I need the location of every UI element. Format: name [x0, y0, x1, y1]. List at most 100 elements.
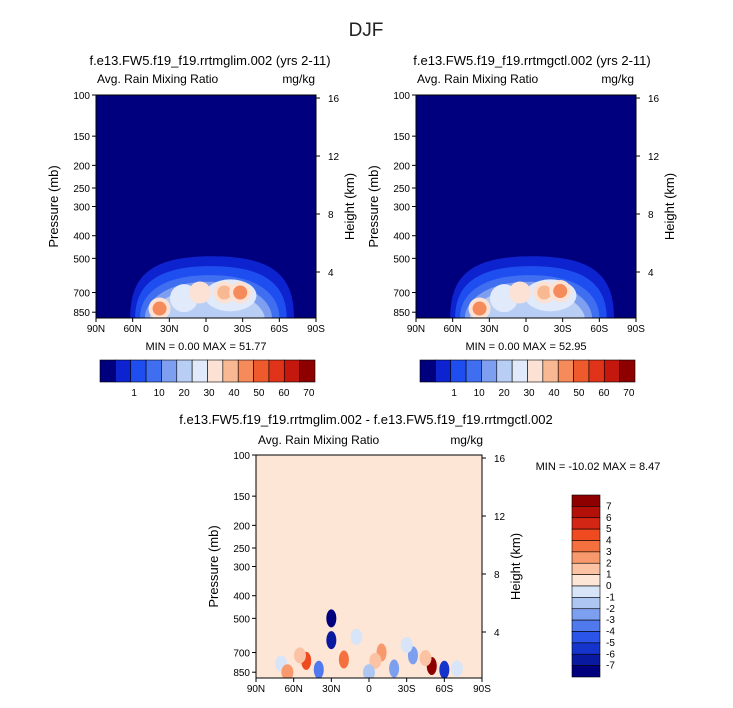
case-title: f.e13.FW5.f19_f19.rrtmglim.002 (yrs 2-11… [89, 53, 330, 68]
colorbar-cell [511, 359, 528, 383]
x-tick-label: 30S [398, 684, 416, 695]
colorbar-cell [571, 653, 601, 666]
y-tick-label: 200 [233, 521, 250, 532]
chart-title: Avg. Rain Mixing Ratio [417, 72, 538, 86]
y-tick-label: 200 [393, 161, 410, 172]
y2-axis-label: Height (km) [662, 173, 677, 240]
colorbar-cell [253, 359, 270, 383]
x-tick-label: 90S [627, 324, 645, 335]
min-max-stats: MIN = -10.02 MAX = 8.47 [536, 461, 661, 473]
case-title: f.e13.FW5.f19_f19.rrtmglim.002 - f.e13.F… [179, 412, 553, 427]
colorbar-cell [283, 359, 300, 383]
y-tick-label: 700 [233, 648, 250, 659]
min-max-stats: MIN = 0.00 MAX = 52.95 [465, 341, 586, 353]
colorbar-label: 20 [499, 388, 511, 399]
y2-tick-label: 12 [648, 152, 660, 163]
colorbar-cell [496, 359, 513, 383]
colorbar-label: 10 [474, 388, 486, 399]
y-tick-label: 400 [233, 592, 250, 603]
x-tick-label: 60N [284, 684, 302, 695]
y2-tick-label: 16 [648, 94, 660, 105]
y-tick-label: 250 [233, 544, 250, 555]
y-tick-label: 300 [233, 563, 250, 574]
value-blob [419, 650, 432, 667]
field [416, 95, 636, 318]
colorbar-cell [115, 359, 132, 383]
colorbar-label: 70 [623, 388, 635, 399]
colorbar-cell [161, 359, 178, 383]
y-tick-label: 850 [233, 668, 250, 679]
y-tick-label: 500 [393, 254, 410, 265]
colorbar-cell [268, 359, 285, 383]
value-blob [472, 301, 487, 316]
y-tick-label: 700 [393, 288, 410, 299]
x-tick-label: 30N [160, 324, 178, 335]
y-tick-label: 850 [73, 308, 90, 319]
colorbar-cell [571, 585, 601, 598]
field-background [256, 455, 482, 678]
colorbar-cell [99, 359, 116, 383]
value-blob [233, 285, 248, 300]
colorbar-label: 10 [154, 388, 166, 399]
value-blob [217, 285, 232, 300]
x-tick-label: 30N [480, 324, 498, 335]
y2-axis-label: Height (km) [342, 173, 357, 240]
y-axis-label: Pressure (mb) [206, 525, 221, 607]
colorbar-cell [527, 359, 544, 383]
y-tick-label: 400 [73, 232, 90, 243]
colorbar-cell [571, 665, 601, 678]
colorbar-label: 40 [548, 388, 560, 399]
y-tick-label: 250 [73, 184, 90, 195]
colorbar-cell [571, 494, 601, 507]
colorbar-label: 0 [606, 581, 612, 592]
x-tick-label: 60S [270, 324, 288, 335]
colorbar-cell [237, 359, 254, 383]
y-tick-label: 100 [393, 91, 410, 102]
heatmap-plot: 90N 60N 30N 0 30S 60S 90S100150200250300400500… [206, 451, 660, 695]
colorbar-cell [222, 359, 239, 383]
y2-tick-label: 16 [328, 94, 340, 105]
chart-title: Avg. Rain Mixing Ratio [97, 72, 218, 86]
value-blob [553, 284, 568, 299]
colorbar-cell [130, 359, 147, 383]
y2-tick-label: 8 [328, 210, 334, 221]
colorbar-label: -5 [606, 638, 615, 649]
x-tick-label: 90S [473, 684, 491, 695]
x-tick-label: 60S [435, 684, 453, 695]
colorbar-cell [619, 359, 636, 383]
colorbar-cell [557, 359, 574, 383]
colorbar-cell [542, 359, 559, 383]
y2-tick-label: 8 [494, 570, 500, 581]
value-blob [192, 285, 207, 300]
field [256, 455, 482, 678]
colorbar-label: 1 [131, 388, 137, 399]
y-tick-label: 300 [393, 203, 410, 214]
min-max-stats: MIN = 0.00 MAX = 51.77 [145, 341, 266, 353]
units-label: mg/kg [450, 433, 483, 447]
x-tick-label: 0 [523, 324, 529, 335]
y-tick-label: 250 [393, 184, 410, 195]
y2-tick-label: 12 [494, 512, 506, 523]
units-label: mg/kg [282, 72, 315, 86]
colorbar-label: 4 [606, 536, 612, 547]
value-blob [152, 301, 167, 316]
colorbar-cell [481, 359, 498, 383]
colorbar-cell [571, 631, 601, 644]
x-tick-label: 60S [590, 324, 608, 335]
colorbar: 1 10 20 30 40 50 60 70 [419, 359, 636, 399]
y-tick-label: 500 [233, 614, 250, 625]
value-blob [439, 660, 450, 678]
colorbar-cell [571, 597, 601, 610]
y-tick-label: 200 [73, 161, 90, 172]
field [96, 95, 316, 318]
colorbar-cell [571, 528, 601, 541]
value-blob [293, 647, 306, 664]
colorbar-label: 40 [228, 388, 240, 399]
y-tick-label: 100 [233, 451, 250, 462]
colorbar-label: 50 [253, 388, 265, 399]
x-tick-label: 30S [234, 324, 252, 335]
colorbar-label: -1 [606, 592, 615, 603]
y-tick-label: 500 [73, 254, 90, 265]
page-title: DJF [349, 20, 384, 41]
